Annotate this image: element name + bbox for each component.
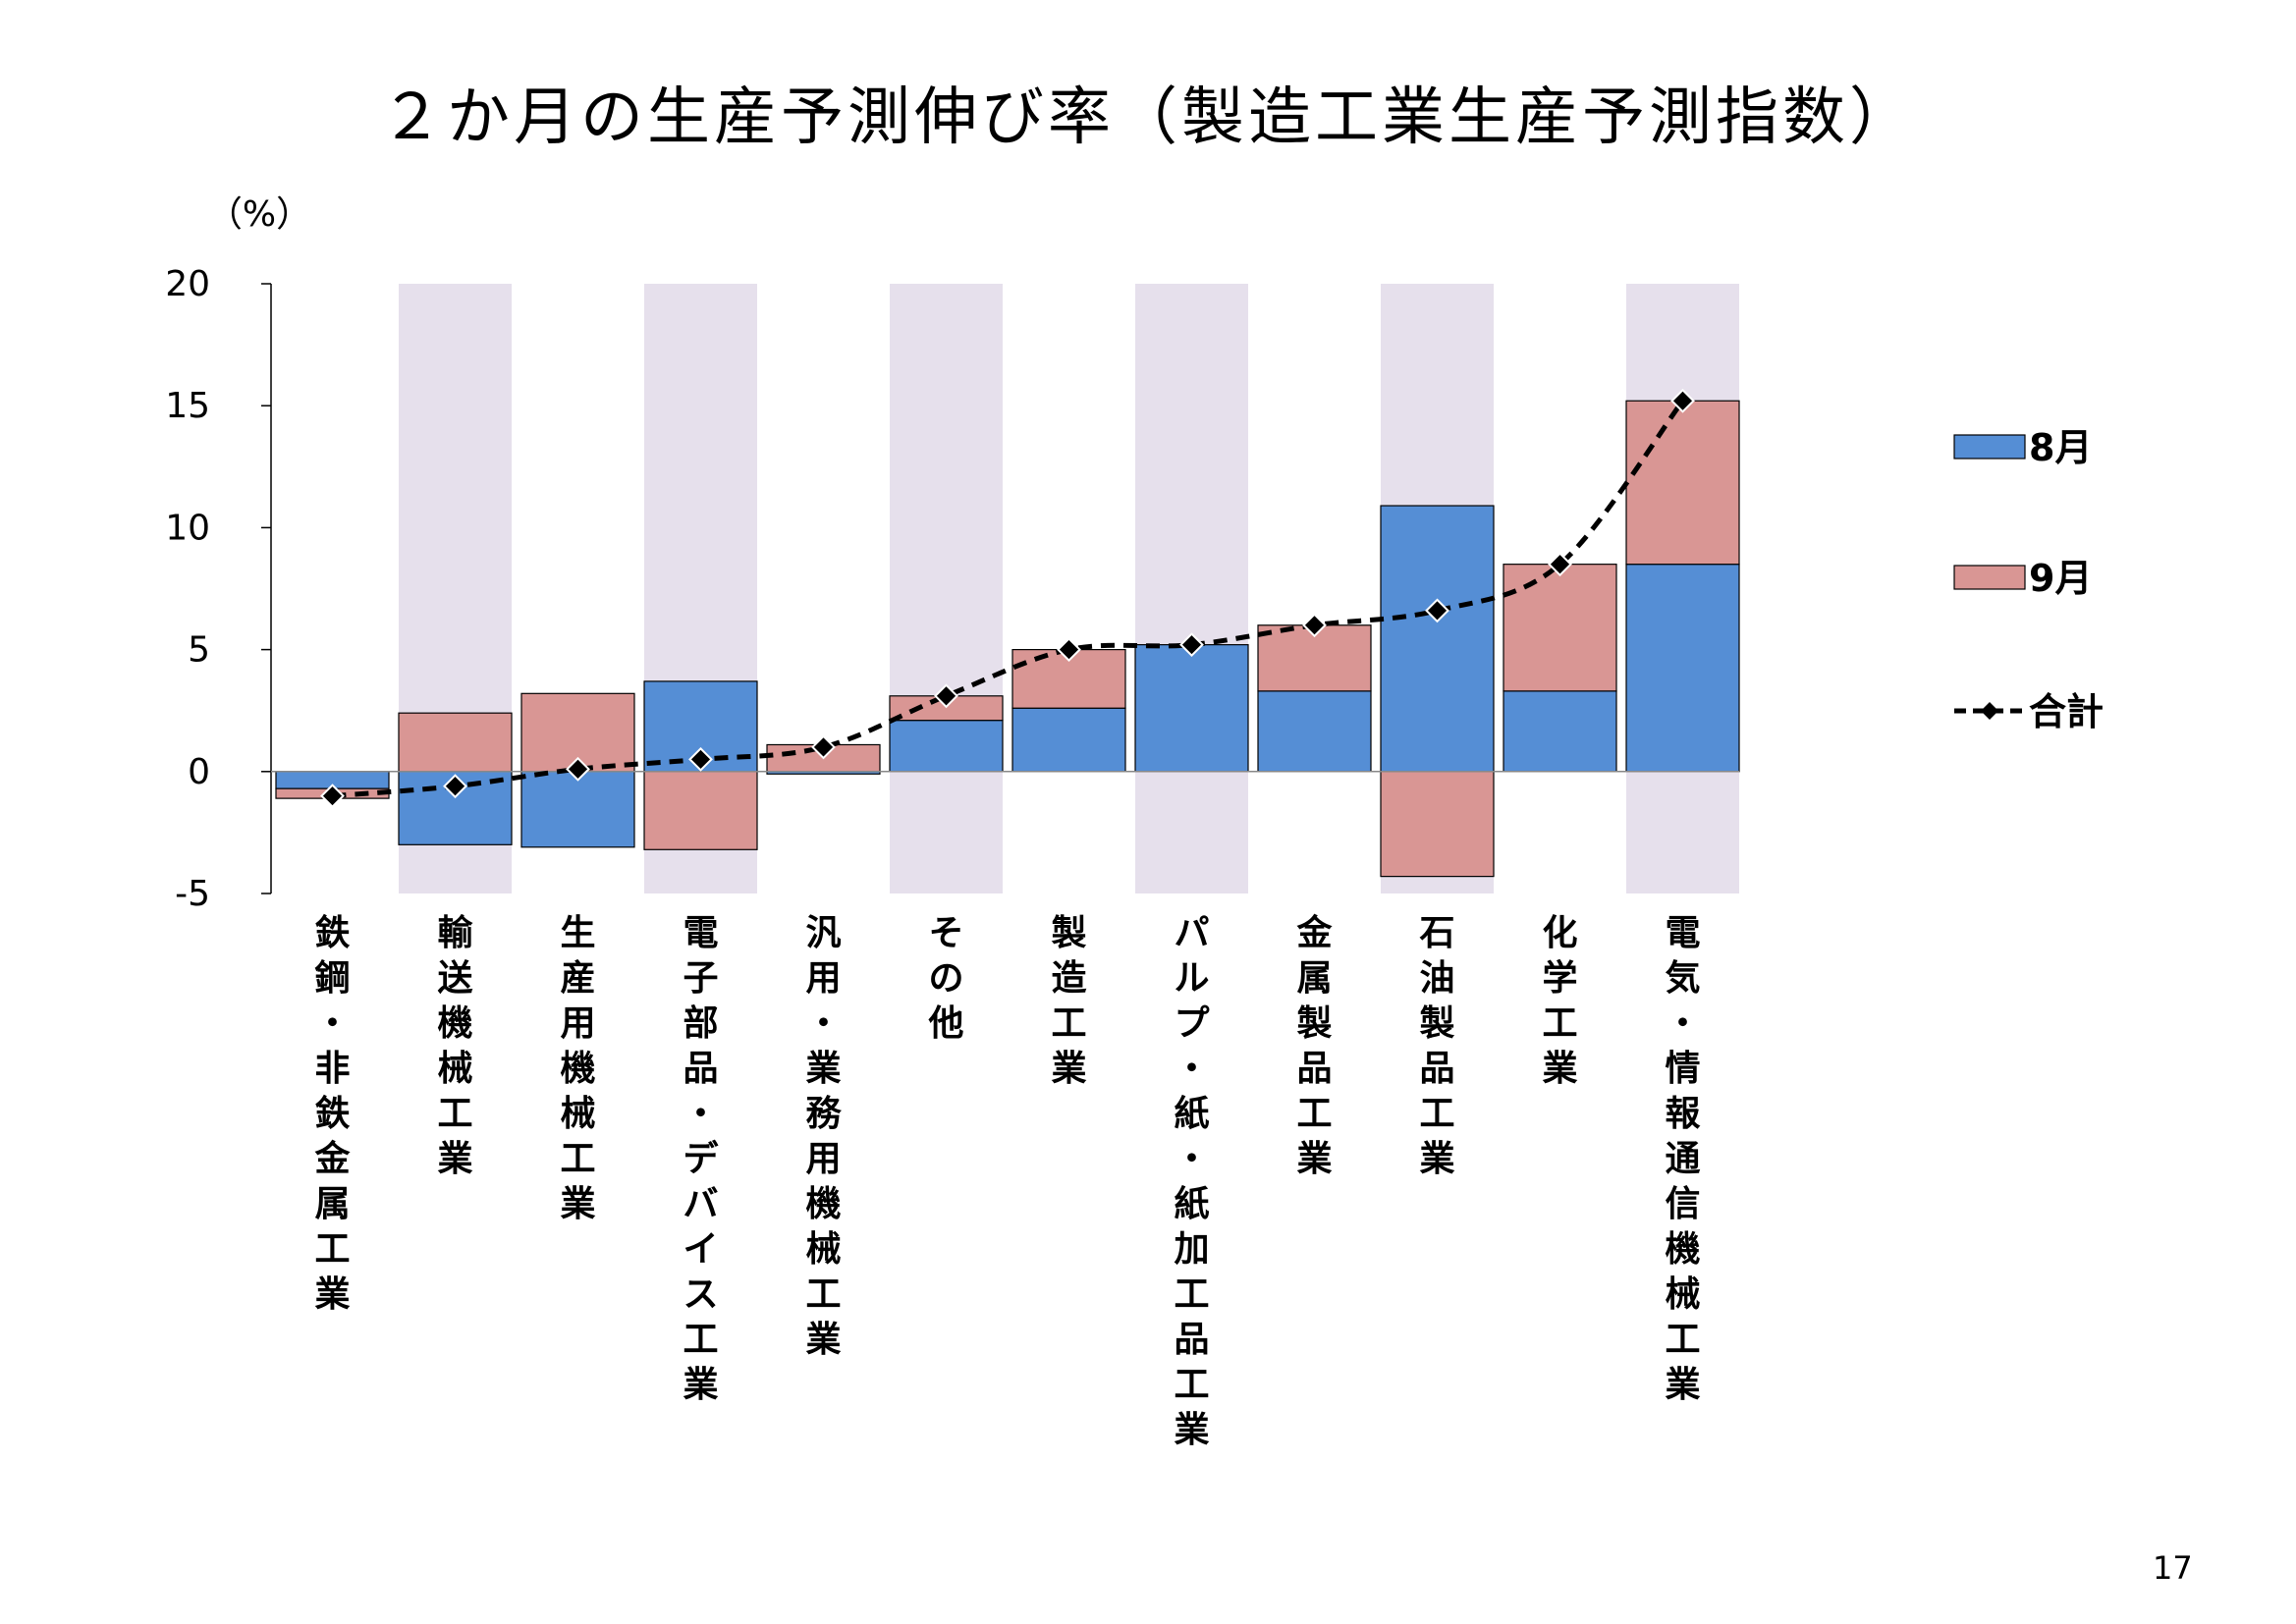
legend-swatch (1953, 434, 2026, 460)
total-marker (1548, 552, 1572, 577)
total-marker (1425, 598, 1449, 623)
chart-title: ２か月の生産予測伸び率（製造工業生産予測指数） (380, 81, 1916, 154)
y-tick-label: 5 (188, 630, 210, 671)
total-line-series (320, 388, 1695, 809)
x-tick-label: 石油製品工業 (1419, 913, 1454, 1179)
shaded-band (1135, 284, 1248, 893)
bar-aug (1134, 644, 1249, 773)
legend-swatch (1953, 565, 2026, 590)
total-marker (320, 784, 345, 809)
x-tick-label: 電気・情報通信機械工業 (1665, 913, 1700, 1405)
bar-sep (1380, 771, 1495, 878)
total-marker (1179, 632, 1204, 658)
bar-sep (398, 712, 513, 773)
legend-label: 8月 (2029, 426, 2092, 469)
y-tick-label: 0 (188, 752, 210, 792)
category-labels: 鉄鋼・非鉄金属工業 輸送機械工業 生産用機械工業 電子部品・デバイス工業 汎用・業務用機… (313, 912, 1700, 1450)
x-tick-label: 鉄鋼・非鉄金属工業 (313, 913, 351, 1315)
total-marker (566, 756, 590, 782)
x-tick-label: 汎用・業務用機械工業 (805, 913, 842, 1360)
bar-sep (1503, 564, 1617, 692)
bar-aug (889, 720, 1004, 773)
bar-aug (1503, 690, 1617, 773)
x-tick-label: 電子部品・デバイス工業 (683, 913, 719, 1405)
y-tick-label: 15 (165, 386, 210, 426)
bar-aug (520, 771, 635, 848)
y-axis-unit-label: （%） (207, 194, 311, 235)
x-tick-label: 輸送機械工業 (437, 913, 473, 1179)
bar-sep (643, 771, 758, 850)
x-tick-label: 製造工業 (1051, 913, 1086, 1089)
total-marker (443, 774, 467, 799)
y-tick-label: 20 (165, 264, 210, 304)
page-number: 17 (2153, 1549, 2193, 1587)
bar-aug (1011, 707, 1126, 773)
legend-label: 9月 (2029, 557, 2092, 600)
bar-aug (1380, 505, 1495, 773)
y-axis: （%） 20 15 10 5 0 -5 (165, 194, 311, 914)
total-marker (1057, 637, 1081, 663)
x-tick-label: その他 (927, 913, 963, 1044)
total-marker (1670, 388, 1695, 413)
bar-series (275, 400, 1740, 878)
x-tick-label: 化学工業 (1542, 913, 1577, 1089)
y-tick-label: 10 (165, 508, 210, 548)
total-marker (934, 683, 958, 709)
bar-aug (1625, 564, 1740, 773)
total-marker (1302, 613, 1327, 638)
shaded-band (890, 284, 1003, 893)
y-tick-label: -5 (175, 874, 210, 914)
legend-marker (1981, 702, 1998, 720)
bar-sep (1625, 400, 1740, 566)
x-tick-label: 生産用機械工業 (560, 913, 595, 1224)
x-tick-label: 金属製品工業 (1295, 912, 1333, 1179)
total-marker (688, 746, 713, 772)
legend-label: 合計 (2029, 690, 2104, 733)
x-tick-label: パルプ・紙・紙加工品工業 (1174, 913, 1209, 1450)
bar-aug (1257, 690, 1372, 773)
total-marker (811, 734, 836, 760)
